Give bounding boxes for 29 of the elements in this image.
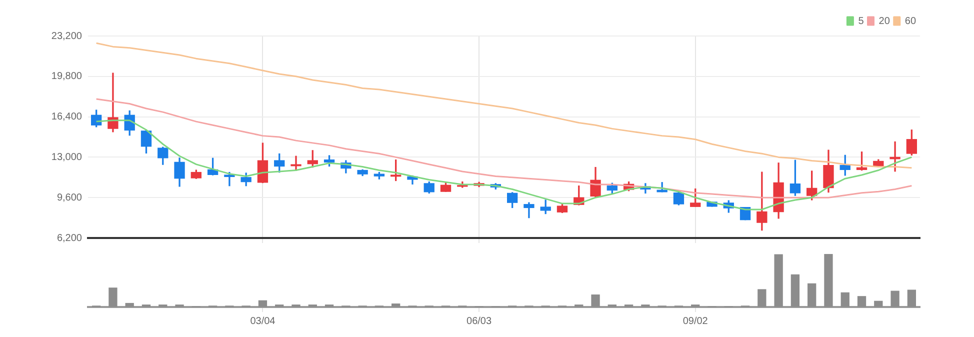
bar bbox=[108, 288, 118, 307]
y-tick-label: 9,600 bbox=[56, 192, 82, 204]
bar bbox=[258, 300, 268, 307]
bar bbox=[840, 292, 850, 307]
bar bbox=[758, 289, 766, 307]
bar bbox=[890, 290, 900, 307]
y-tick-label: 16,400 bbox=[51, 112, 82, 123]
x-tick-label: 03/04 bbox=[250, 316, 276, 327]
x-tick-label: 09/02 bbox=[682, 316, 708, 327]
bar bbox=[874, 300, 883, 307]
x-tick-label: 06/03 bbox=[466, 316, 492, 327]
bar bbox=[591, 294, 600, 307]
bar bbox=[907, 290, 916, 307]
candlestick bbox=[540, 200, 551, 214]
y-tick-label: 6,200 bbox=[56, 232, 82, 244]
y-tick-label: 23,200 bbox=[51, 30, 82, 42]
legend-label: 60 bbox=[904, 16, 916, 27]
bar bbox=[857, 296, 866, 307]
y-tick-label: 13,000 bbox=[51, 152, 82, 163]
bar bbox=[392, 303, 400, 307]
bar bbox=[808, 283, 816, 307]
candlestick bbox=[374, 172, 385, 180]
legend-label: 20 bbox=[878, 16, 890, 27]
bar bbox=[790, 274, 800, 307]
y-tick-label: 19,800 bbox=[51, 71, 82, 82]
bar bbox=[824, 254, 833, 307]
bar bbox=[774, 254, 783, 307]
bar bbox=[125, 302, 134, 307]
legend-label: 5 bbox=[858, 16, 864, 27]
